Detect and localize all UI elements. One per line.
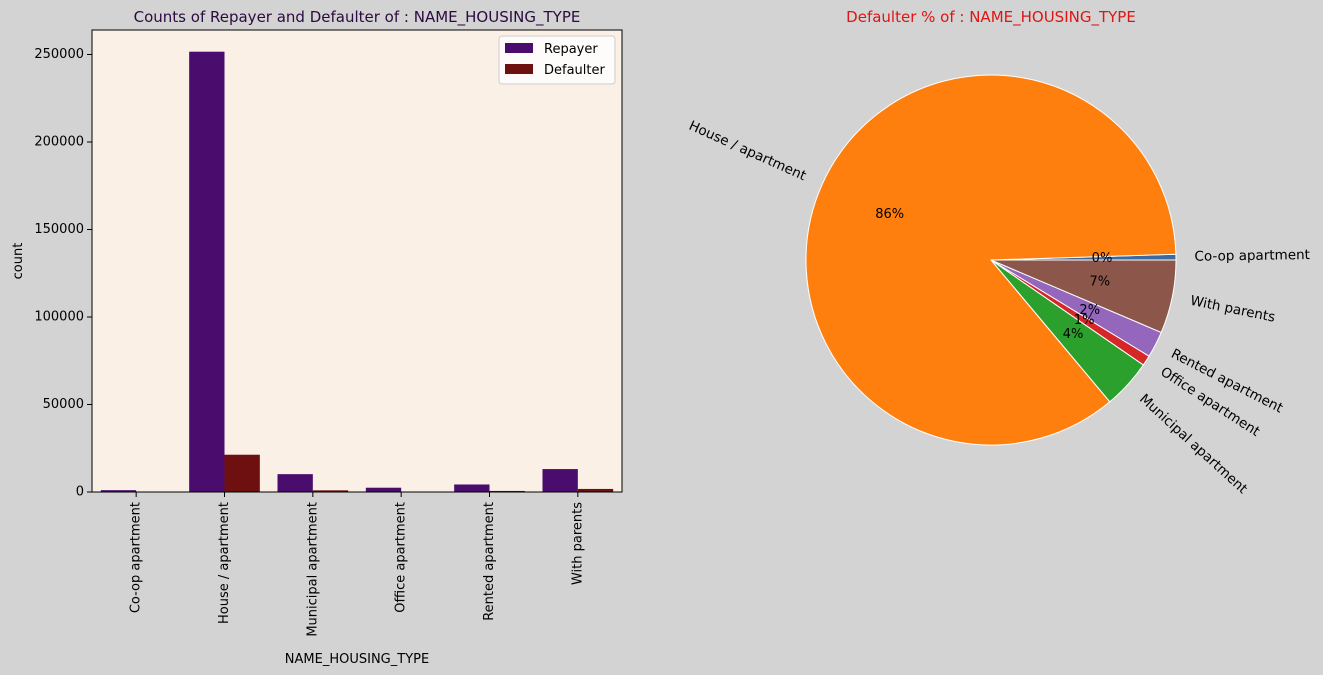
y-tick-label: 100000 bbox=[34, 310, 84, 325]
y-axis-label: count bbox=[11, 243, 26, 280]
bar-repayer-rented-apartment bbox=[454, 484, 490, 492]
bar-repayer-municipal-apartment bbox=[277, 474, 313, 492]
bar-defaulter-house-apartment bbox=[224, 454, 260, 492]
x-axis-label: NAME_HOUSING_TYPE bbox=[285, 652, 429, 667]
x-tick-label: With parents bbox=[570, 502, 585, 585]
bar-chart-title: Counts of Repayer and Defaulter of : NAM… bbox=[134, 8, 581, 27]
legend: Repayer Defaulter bbox=[498, 35, 616, 85]
bar-repayer-co-op-apartment bbox=[100, 490, 137, 492]
bar-plot-area bbox=[91, 29, 623, 493]
y-tick-label: 200000 bbox=[34, 135, 84, 150]
bar-defaulter-municipal-apartment bbox=[312, 490, 349, 492]
pie-pct-house-apartment: 86% bbox=[875, 207, 904, 222]
x-tick-label: Office apartment bbox=[394, 502, 409, 613]
legend-label-defaulter: Defaulter bbox=[544, 63, 605, 78]
pie-pct-rented-apartment: 2% bbox=[1079, 303, 1100, 318]
pie-label-co-op-apartment: Co-op apartment bbox=[1194, 247, 1310, 265]
y-tick-label: 50000 bbox=[43, 397, 84, 412]
bar-repayer-with-parents bbox=[542, 469, 578, 492]
pie-label-with-parents: With parents bbox=[1189, 293, 1277, 326]
pie-slice-with-parents bbox=[990, 259, 1177, 334]
y-tick-label: 150000 bbox=[34, 222, 84, 237]
x-tick-label: Co-op apartment bbox=[129, 502, 144, 613]
x-tick-label: Municipal apartment bbox=[305, 502, 320, 637]
x-tick-label: Rented apartment bbox=[482, 502, 497, 621]
legend-label-repayer: Repayer bbox=[544, 42, 598, 57]
bar-defaulter-with-parents bbox=[577, 488, 614, 492]
pie-pct-office-apartment: 1% bbox=[1074, 313, 1095, 328]
pie-pct-with-parents: 7% bbox=[1089, 275, 1110, 290]
pie-chart-title: Defaulter % of : NAME_HOUSING_TYPE bbox=[846, 8, 1136, 27]
pie-pct-municipal-apartment: 4% bbox=[1063, 327, 1084, 342]
x-tick-label: House / apartment bbox=[217, 502, 232, 624]
pie-chart: Defaulter % of : NAME_HOUSING_TYPE 0% Co-… bbox=[686, 8, 1310, 497]
y-tick-label: 250000 bbox=[34, 47, 84, 62]
bar-chart: Counts of Repayer and Defaulter of : NAM… bbox=[11, 8, 623, 667]
legend-swatch-defaulter bbox=[505, 64, 533, 74]
legend-swatch-repayer bbox=[505, 43, 533, 53]
pie-label-house-apartment: House / apartment bbox=[686, 118, 808, 184]
bar-plot-frame bbox=[91, 29, 623, 493]
bar-repayer-office-apartment bbox=[365, 487, 402, 492]
bar-defaulter-rented-apartment bbox=[489, 490, 525, 492]
y-tick-label: 0 bbox=[76, 485, 84, 500]
pie-pct-co-op-apartment: 0% bbox=[1092, 251, 1113, 266]
bar-repayer-house-apartment bbox=[189, 51, 225, 492]
